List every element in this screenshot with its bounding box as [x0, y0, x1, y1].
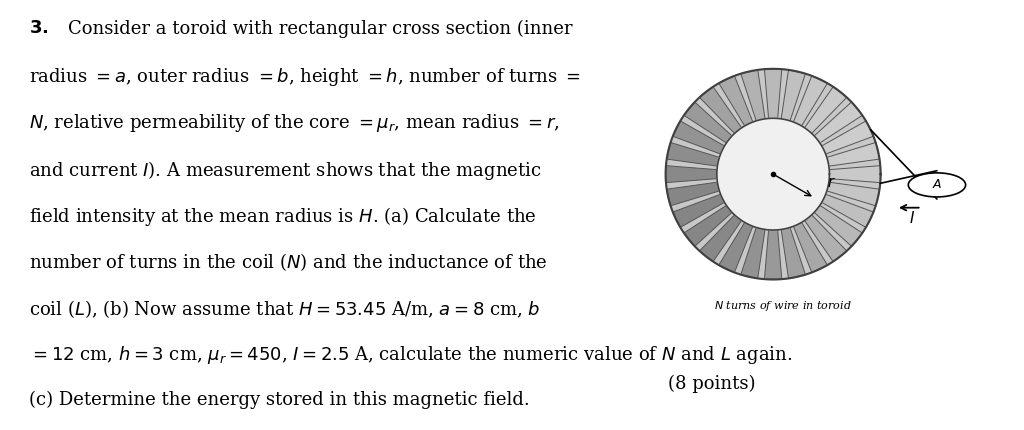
- Text: $N$, relative permeability of the core $= \mu_r$, mean radius $= r$,: $N$, relative permeability of the core $…: [29, 112, 559, 134]
- Text: and current $I$). A measurement shows that the magnetic: and current $I$). A measurement shows th…: [29, 159, 541, 181]
- Polygon shape: [666, 166, 719, 183]
- Polygon shape: [804, 87, 847, 135]
- Text: coil ($L$), (b) Now assume that $H = 53.45$ A/m, $a = 8$ cm, $b$: coil ($L$), (b) Now assume that $H = 53.…: [29, 298, 540, 320]
- Polygon shape: [717, 118, 829, 230]
- Polygon shape: [781, 226, 806, 278]
- Polygon shape: [765, 228, 781, 279]
- Polygon shape: [827, 166, 881, 183]
- Polygon shape: [684, 102, 733, 144]
- Polygon shape: [781, 70, 806, 123]
- Circle shape: [908, 173, 966, 197]
- Text: $A$: $A$: [932, 178, 942, 191]
- Text: $\mathbf{3.}$: $\mathbf{3.}$: [29, 19, 48, 37]
- Polygon shape: [740, 70, 765, 123]
- Polygon shape: [820, 121, 873, 155]
- Text: (c) Determine the energy stored in this magnetic field.: (c) Determine the energy stored in this …: [29, 391, 529, 409]
- Text: $r$: $r$: [826, 176, 836, 190]
- Polygon shape: [667, 142, 721, 166]
- Polygon shape: [666, 69, 881, 280]
- Text: $= 12$ cm, $h = 3$ cm, $\mu_r = 450$, $I = 2.5$ A, calculate the numeric value o: $= 12$ cm, $h = 3$ cm, $\mu_r = 450$, $I…: [29, 344, 792, 366]
- Polygon shape: [765, 69, 781, 120]
- Polygon shape: [825, 142, 880, 166]
- Polygon shape: [699, 214, 742, 261]
- Text: $I$: $I$: [909, 210, 915, 226]
- Polygon shape: [719, 221, 754, 273]
- Polygon shape: [825, 182, 880, 206]
- Polygon shape: [740, 226, 765, 278]
- Polygon shape: [719, 76, 754, 127]
- Polygon shape: [699, 87, 742, 135]
- Polygon shape: [793, 76, 827, 127]
- Polygon shape: [717, 118, 829, 230]
- Text: (8 points): (8 points): [668, 375, 756, 393]
- Text: number of turns in the coil ($N$) and the inductance of the: number of turns in the coil ($N$) and th…: [29, 252, 548, 273]
- Text: Consider a toroid with rectangular cross section (inner: Consider a toroid with rectangular cross…: [68, 19, 572, 37]
- Polygon shape: [793, 221, 827, 273]
- Polygon shape: [684, 204, 733, 246]
- Polygon shape: [813, 102, 862, 144]
- Text: field intensity at the mean radius is $H$. (a) Calculate the: field intensity at the mean radius is $H…: [29, 205, 537, 228]
- Text: radius $= a$, outer radius $= b$, height $= h$, number of turns $=$: radius $= a$, outer radius $= b$, height…: [29, 66, 581, 88]
- Polygon shape: [667, 182, 721, 206]
- Polygon shape: [813, 204, 862, 246]
- Polygon shape: [673, 194, 726, 227]
- Polygon shape: [820, 194, 873, 227]
- Polygon shape: [673, 121, 726, 155]
- Text: $N$ turns of wire in toroid: $N$ turns of wire in toroid: [715, 299, 852, 313]
- Polygon shape: [804, 214, 847, 261]
